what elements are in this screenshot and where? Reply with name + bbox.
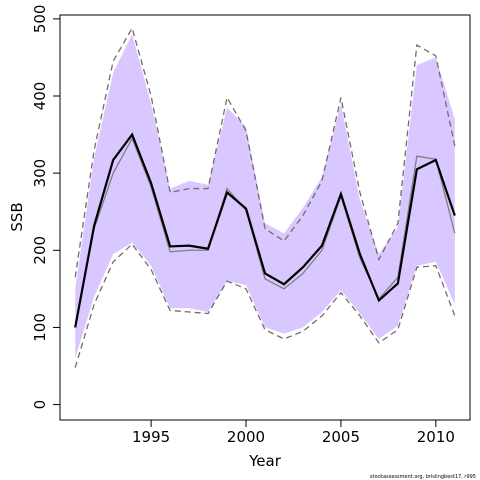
y-axis-label: SSB (8, 202, 26, 231)
y-tick-label: 0 (31, 400, 49, 410)
y-tick-label: 300 (31, 159, 49, 188)
y-tick-label: 500 (31, 5, 49, 34)
credit: stockassessment.org, brislingbest17, r99… (370, 474, 476, 480)
y-tick-label: 100 (31, 313, 49, 342)
series-line (74, 243, 456, 368)
series-line (74, 136, 456, 328)
series-line (74, 132, 456, 328)
series-line (74, 26, 456, 278)
confidence-band (75, 34, 455, 359)
y-tick-label: 400 (31, 82, 49, 111)
x-axis-label: Year (248, 452, 282, 470)
y-tick-label: 200 (31, 236, 49, 265)
x-tick-label: 2005 (322, 428, 360, 446)
x-tick-label: 2010 (417, 428, 455, 446)
plot-frame (59, 14, 471, 421)
x-tick-label: 2000 (227, 428, 265, 446)
x-tick-label: 1995 (132, 428, 170, 446)
